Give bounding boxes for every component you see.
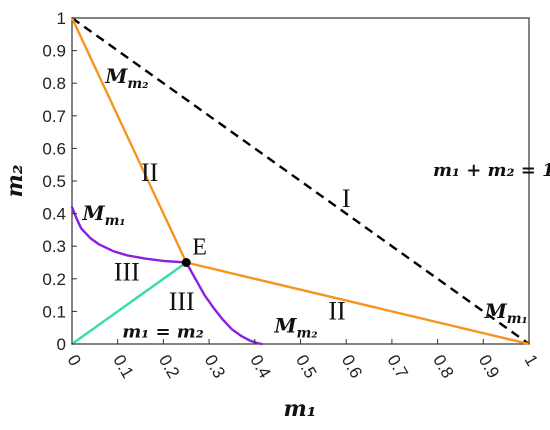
region-label: III bbox=[114, 257, 140, 286]
series-line-2 bbox=[185, 261, 531, 346]
y-tick-label: 0 bbox=[57, 335, 66, 354]
equation-label: m₁ + m₂ = 1 bbox=[433, 160, 550, 181]
series-line-4 bbox=[185, 261, 263, 346]
y-tick-label: 1 bbox=[57, 9, 66, 28]
y-tick-label: 0.9 bbox=[42, 42, 66, 61]
point-e-label: E bbox=[192, 235, 207, 261]
x-tick-label: 0.6 bbox=[338, 352, 366, 382]
point-e-marker bbox=[181, 258, 191, 267]
series-layer bbox=[70, 16, 531, 346]
x-tick-label: 0.4 bbox=[246, 352, 274, 382]
curve-label: Mm₁ bbox=[484, 299, 528, 327]
series-line-0 bbox=[71, 17, 530, 345]
curve-label: Mm₂ bbox=[273, 314, 317, 342]
region-label: II bbox=[328, 297, 345, 326]
y-tick-label: 0.6 bbox=[42, 139, 66, 158]
y-tick-label: 0.7 bbox=[42, 107, 66, 126]
y-tick-label: 0.5 bbox=[42, 172, 66, 191]
x-tick-label: 0.5 bbox=[292, 352, 320, 382]
curve-label: Mm₂ bbox=[104, 64, 148, 92]
x-tick-label: 0 bbox=[64, 352, 85, 370]
y-tick-label: 0.3 bbox=[42, 237, 66, 256]
y-tick-label: 0.1 bbox=[42, 302, 66, 321]
curve-label: Mm₁ bbox=[81, 201, 125, 229]
x-axis-ticks: 0 0.1 0.2 0.3 0.4 0.5 0.6 0.7 0.8 0.9 1 bbox=[64, 339, 542, 381]
series-line-5 bbox=[70, 261, 188, 346]
x-tick-label: 0.8 bbox=[429, 352, 457, 382]
x-axis-label: m₁ bbox=[284, 396, 317, 422]
series-line-1 bbox=[70, 16, 188, 264]
y-tick-label: 0.2 bbox=[42, 270, 66, 289]
region-label: I bbox=[342, 184, 351, 213]
x-tick-label: 0.2 bbox=[155, 352, 183, 382]
equation-label: m₁ = m₂ bbox=[122, 321, 204, 342]
y-axis-ticks: 0 0.1 0.2 0.3 0.4 0.5 0.6 0.7 0.8 0.9 1 bbox=[42, 9, 77, 354]
x-tick-label: 1 bbox=[521, 352, 542, 370]
region-label: II bbox=[141, 158, 158, 187]
x-tick-label: 0.1 bbox=[109, 352, 137, 382]
x-tick-label: 0.9 bbox=[475, 352, 503, 382]
y-axis-label: m₂ bbox=[2, 165, 28, 198]
x-tick-label: 0.7 bbox=[383, 352, 411, 382]
y-tick-label: 0.8 bbox=[42, 74, 66, 93]
region-label: III bbox=[169, 287, 195, 316]
y-tick-label: 0.4 bbox=[42, 205, 66, 224]
x-tick-label: 0.3 bbox=[201, 352, 229, 382]
series-line-3 bbox=[70, 205, 188, 264]
